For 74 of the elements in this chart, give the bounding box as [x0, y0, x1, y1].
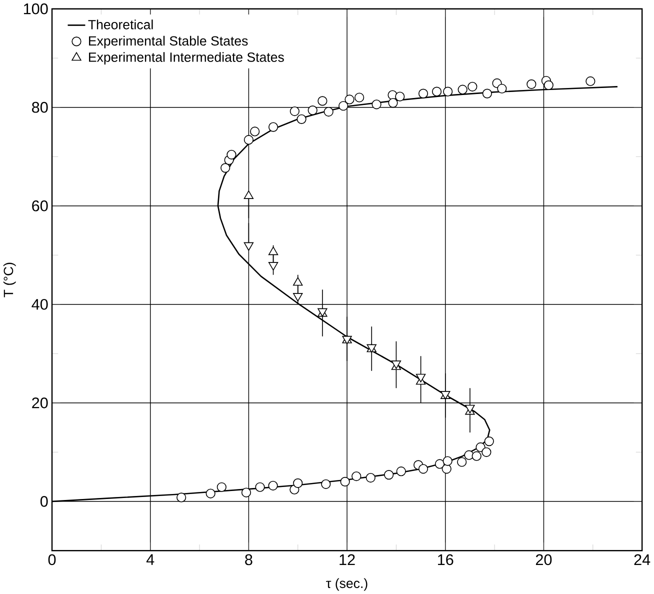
- point: [226, 150, 236, 160]
- point: [244, 135, 254, 145]
- x-tick-label: 24: [634, 554, 650, 565]
- point: [388, 98, 398, 108]
- point: [293, 277, 303, 286]
- point: [472, 451, 482, 461]
- legend-label: Experimental Stable States: [89, 36, 248, 48]
- point: [244, 190, 254, 199]
- point: [468, 82, 478, 92]
- point: [432, 86, 442, 96]
- point: [293, 292, 303, 302]
- point: [372, 100, 382, 110]
- x-tick-label: 8: [245, 554, 252, 566]
- point: [244, 242, 254, 251]
- point: [216, 482, 226, 492]
- point: [324, 106, 334, 117]
- point: [176, 492, 186, 502]
- point: [484, 436, 494, 446]
- x-axis-title: τ (sec.): [326, 578, 368, 591]
- point: [352, 471, 362, 482]
- point: [268, 246, 278, 256]
- point: [290, 106, 300, 116]
- point: [544, 80, 554, 90]
- point: [418, 464, 428, 474]
- point: [458, 84, 468, 94]
- y-axis-title: T (°C): [3, 262, 16, 298]
- point: [395, 92, 405, 102]
- point: [296, 114, 306, 124]
- point: [268, 122, 278, 132]
- point: [338, 101, 348, 111]
- point: [586, 76, 596, 86]
- point: [464, 450, 474, 460]
- point: [366, 472, 376, 483]
- point: [344, 94, 354, 104]
- x-tick-label: 0: [48, 554, 56, 566]
- point: [457, 457, 467, 467]
- point: [255, 482, 265, 492]
- point: [418, 88, 428, 98]
- point: [497, 84, 507, 94]
- x-tick-label: 16: [438, 554, 454, 566]
- point: [442, 464, 452, 474]
- point: [482, 447, 492, 457]
- y-tick-label: 80: [32, 102, 48, 113]
- point: [321, 479, 331, 489]
- point: [396, 466, 406, 476]
- point: [308, 105, 318, 116]
- y-tick-label: 40: [32, 298, 48, 310]
- point: [416, 374, 426, 382]
- point: [241, 488, 252, 498]
- legend-label: Theoretical: [88, 20, 153, 30]
- point: [442, 456, 452, 466]
- point: [318, 96, 328, 106]
- y-tick-label: 0: [40, 496, 48, 507]
- x-tick-label: 12: [340, 554, 355, 565]
- point: [476, 442, 486, 452]
- point: [526, 79, 536, 89]
- x-tick-label: 4: [146, 554, 154, 565]
- point: [268, 262, 278, 270]
- point: [482, 88, 492, 98]
- point: [268, 480, 278, 490]
- point: [250, 126, 260, 136]
- legend-label: Experimental Intermediate States: [89, 52, 284, 64]
- x-tick-label: 20: [536, 554, 552, 566]
- y-tick-label: 60: [32, 200, 48, 212]
- y-tick-label: 100: [24, 3, 48, 14]
- point: [443, 86, 453, 96]
- point: [354, 92, 364, 102]
- point: [220, 163, 230, 173]
- point: [206, 488, 216, 498]
- point: [340, 476, 350, 486]
- y-tick-label: 20: [32, 397, 48, 408]
- point: [384, 470, 394, 480]
- point: [434, 459, 445, 469]
- point: [293, 478, 303, 488]
